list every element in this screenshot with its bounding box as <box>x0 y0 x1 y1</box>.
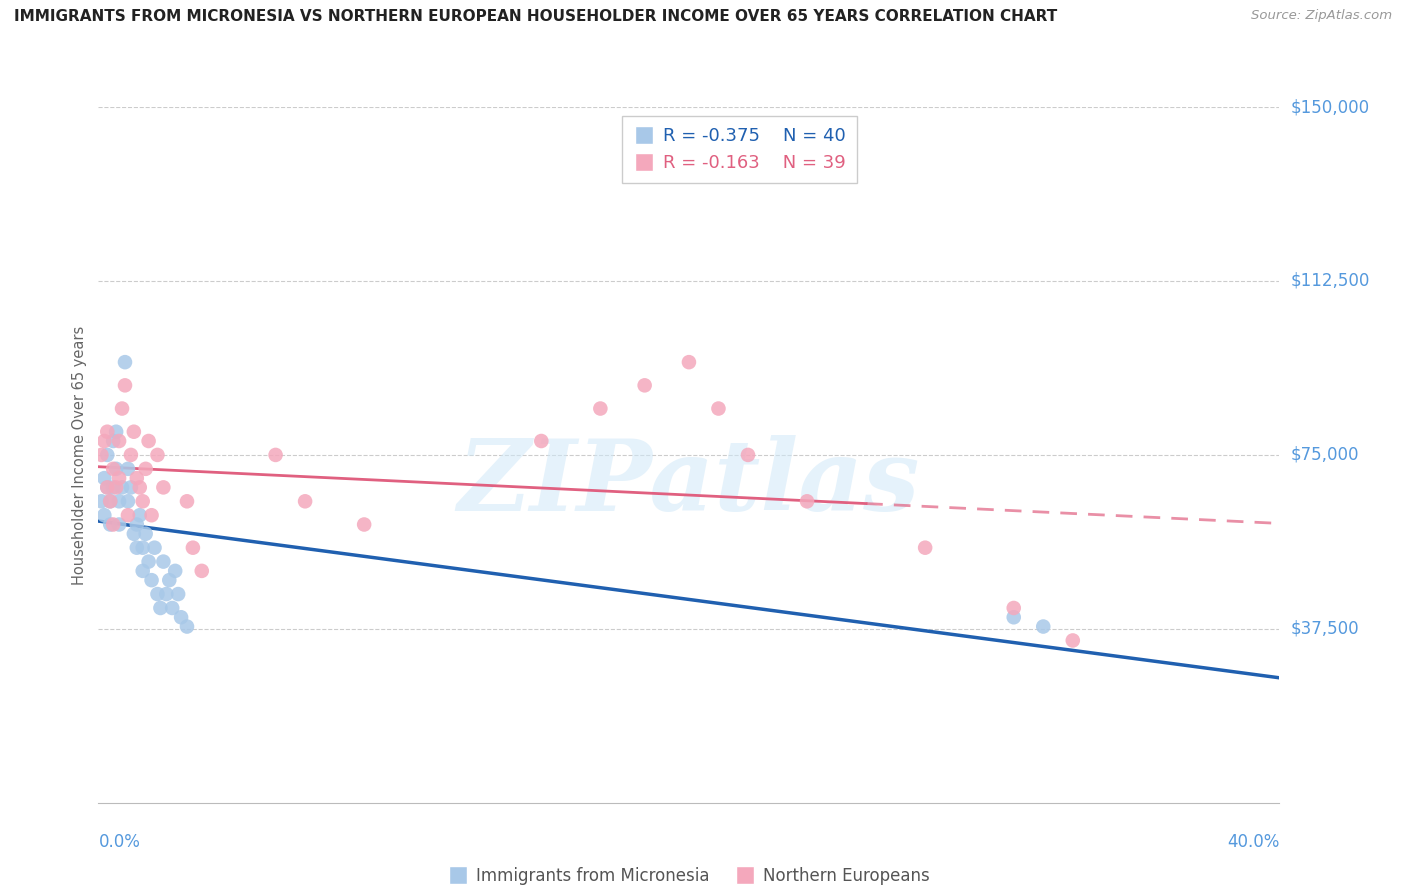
Point <box>120 448 142 462</box>
Point <box>176 494 198 508</box>
Point <box>96 480 118 494</box>
Point <box>125 541 148 555</box>
Point <box>108 494 131 508</box>
Text: $112,500: $112,500 <box>1291 272 1369 290</box>
Text: 0.0%: 0.0% <box>98 833 141 851</box>
Point <box>122 526 145 541</box>
Point <box>108 434 131 448</box>
Text: IMMIGRANTS FROM MICRONESIA VS NORTHERN EUROPEAN HOUSEHOLDER INCOME OVER 65 YEARS: IMMIGRANTS FROM MICRONESIA VS NORTHERN E… <box>14 9 1057 24</box>
Point <box>152 555 174 569</box>
Point <box>135 462 157 476</box>
Legend: Immigrants from Micronesia, Northern Europeans: Immigrants from Micronesia, Northern Eur… <box>441 860 936 891</box>
Point <box>165 564 187 578</box>
Point <box>633 378 655 392</box>
Point <box>294 494 316 508</box>
Point <box>114 355 136 369</box>
Point <box>914 541 936 555</box>
Point <box>132 494 155 508</box>
Point <box>1062 633 1084 648</box>
Point <box>141 573 163 587</box>
Point <box>117 494 139 508</box>
Point <box>264 448 287 462</box>
Point <box>98 494 121 508</box>
Point <box>93 508 115 523</box>
Point <box>120 480 142 494</box>
Point <box>108 471 131 485</box>
Point <box>93 434 115 448</box>
Point <box>149 601 172 615</box>
Point <box>103 434 125 448</box>
Point <box>117 508 139 523</box>
Point <box>135 526 157 541</box>
Point <box>162 601 183 615</box>
Point <box>167 587 190 601</box>
Point <box>98 517 121 532</box>
Point <box>181 541 204 555</box>
Point <box>155 587 177 601</box>
Point <box>589 401 612 416</box>
Point <box>530 434 553 448</box>
Y-axis label: Householder Income Over 65 years: Householder Income Over 65 years <box>72 326 87 584</box>
Point <box>176 619 198 633</box>
Text: $75,000: $75,000 <box>1291 446 1360 464</box>
Point <box>138 434 160 448</box>
Point <box>90 494 112 508</box>
Point <box>125 471 148 485</box>
Point <box>93 471 115 485</box>
Point <box>796 494 818 508</box>
Point <box>103 480 125 494</box>
Point <box>737 448 759 462</box>
Point <box>111 401 134 416</box>
Point <box>96 480 118 494</box>
Point <box>125 517 148 532</box>
Point <box>103 517 125 532</box>
Point <box>96 448 118 462</box>
Point <box>105 425 128 439</box>
Point <box>128 480 150 494</box>
Point <box>138 555 160 569</box>
Point <box>111 480 134 494</box>
Point <box>98 494 121 508</box>
Text: $150,000: $150,000 <box>1291 98 1369 116</box>
Point <box>170 610 193 624</box>
Text: Source: ZipAtlas.com: Source: ZipAtlas.com <box>1251 9 1392 22</box>
Point <box>108 517 131 532</box>
Point <box>105 480 128 494</box>
Point <box>678 355 700 369</box>
Point <box>96 425 118 439</box>
Text: 40.0%: 40.0% <box>1227 833 1279 851</box>
Point <box>128 508 150 523</box>
Point <box>353 517 375 532</box>
Point <box>157 573 180 587</box>
Point <box>132 564 155 578</box>
Point <box>90 448 112 462</box>
Text: ZIPatlas: ZIPatlas <box>458 434 920 531</box>
Point <box>141 508 163 523</box>
Text: $37,500: $37,500 <box>1291 620 1360 638</box>
Point <box>146 448 169 462</box>
Point <box>122 425 145 439</box>
Point <box>146 587 169 601</box>
Point <box>114 378 136 392</box>
Point <box>191 564 214 578</box>
Point <box>132 541 155 555</box>
Point <box>105 462 128 476</box>
Point <box>1002 601 1025 615</box>
Point <box>103 462 125 476</box>
Point <box>1032 619 1054 633</box>
Point <box>152 480 174 494</box>
Point <box>117 462 139 476</box>
Point <box>143 541 166 555</box>
Point <box>707 401 730 416</box>
Point <box>1002 610 1025 624</box>
